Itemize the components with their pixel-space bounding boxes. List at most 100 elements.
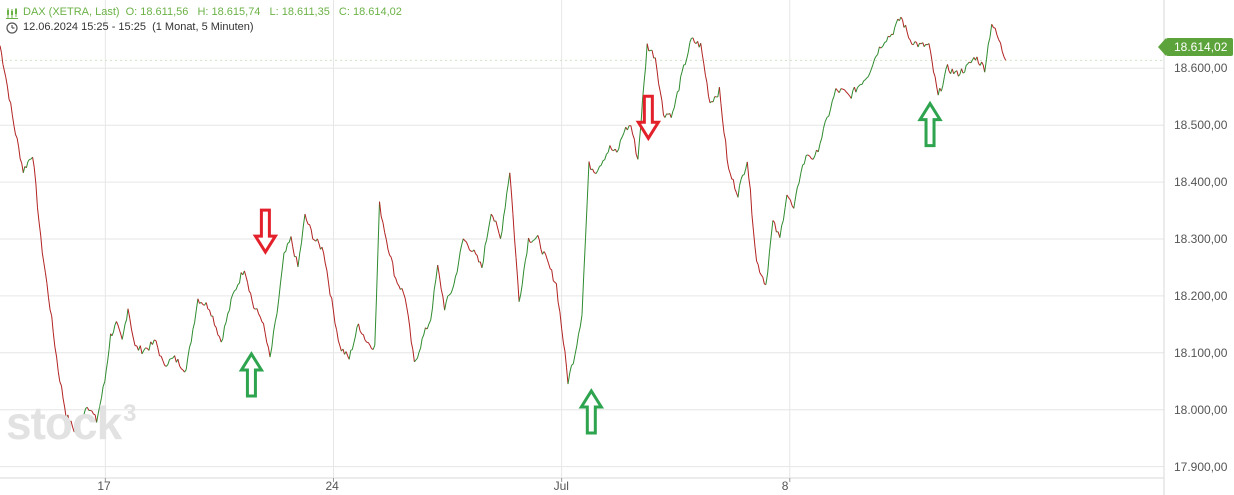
price-segment [756,260,759,265]
price-segment [517,278,520,302]
price-segment [396,283,400,287]
price-segment [81,414,85,420]
price-segment [312,238,315,241]
price-segment [514,238,517,258]
price-segment [929,50,933,61]
price-segment [431,289,435,309]
buy-arrow-marker [578,388,605,435]
price-segment [372,345,376,350]
price-segment [520,284,523,295]
price-segment [487,222,491,232]
price-segment [611,149,614,152]
candlestick-icon[interactable] [6,7,18,19]
price-segment [823,121,826,129]
price-segment [169,358,172,360]
price-segment [444,301,447,311]
price-segment [672,107,675,112]
price-segment [645,43,648,67]
x-tick-label: 8 [781,479,789,493]
price-segment [243,270,247,277]
price-segment [737,185,740,198]
price-segment [194,310,197,323]
price-segment [835,88,838,91]
price-segment [215,327,219,335]
price-segment [5,77,8,87]
price-segment [476,255,480,263]
price-segment [958,74,961,77]
price-segment [230,294,234,300]
price-segment [180,368,184,371]
price-segment [548,263,551,269]
close-value: C: 18.614,02 [338,6,402,18]
price-segment [659,91,663,101]
price-segment [700,43,703,55]
price-segment [572,354,576,364]
price-segment [202,304,205,306]
price-segment [760,274,764,278]
price-segment [389,254,392,258]
price-segment [52,332,56,348]
price-segment [96,413,99,423]
price-segment [428,319,432,325]
price-segment [18,146,21,159]
price-segment [297,253,301,268]
price-segment [70,420,74,428]
price-segment [795,187,798,197]
price-segment [152,339,155,345]
timestamp: 12.06.2024 15:25 - 15:25 [23,21,146,33]
price-segment [640,100,643,124]
price-segment [967,61,970,65]
price-segment [809,155,812,159]
price-segment [177,358,181,367]
price-segment [779,225,783,238]
price-segment [97,405,101,414]
price-segment [772,220,775,223]
price-segment [329,294,333,299]
price-segment [351,342,355,350]
price-segment [609,145,613,150]
high-value: H: 18.615,74 [197,6,261,18]
price-segment [902,19,905,28]
price-segment [506,183,509,194]
ohlc-values: O: 18.611,56 H: 18.615,74 L: 18.611,35 C… [126,5,408,20]
price-segment [276,298,280,314]
price-segment [237,282,240,286]
price-segment [532,239,535,242]
price-segment [209,309,212,317]
price-segment [131,329,134,339]
price-segment [937,88,941,96]
price-segment [864,77,868,81]
buy-arrow-marker [917,100,943,148]
price-segment [807,154,810,157]
price-segment [269,347,273,358]
price-segment [90,409,93,412]
price-segment [102,381,106,387]
price-segment [911,43,914,46]
price-segment [76,422,80,430]
price-segment [666,113,669,115]
price-segment [602,159,605,162]
price-segment [880,45,884,49]
price-segment [692,37,695,43]
price-segment [465,241,469,246]
price-segment [184,369,187,373]
price-series [0,16,1007,433]
price-segment [786,194,790,198]
price-segment [192,322,196,330]
price-segment [415,357,418,361]
price-segment [3,70,7,78]
y-tick-label: 18.200,00 [1174,288,1228,303]
price-segment [515,257,519,279]
price-segment [869,68,872,74]
price-segment [369,344,372,349]
price-segment [789,199,793,206]
price-segment [898,16,902,21]
price-segment [148,341,152,351]
price-segment [139,345,143,355]
price-segment [578,326,581,335]
price-segment [951,68,955,74]
price-segment [646,43,650,52]
price-segment [718,87,722,104]
price-segment [403,292,406,299]
